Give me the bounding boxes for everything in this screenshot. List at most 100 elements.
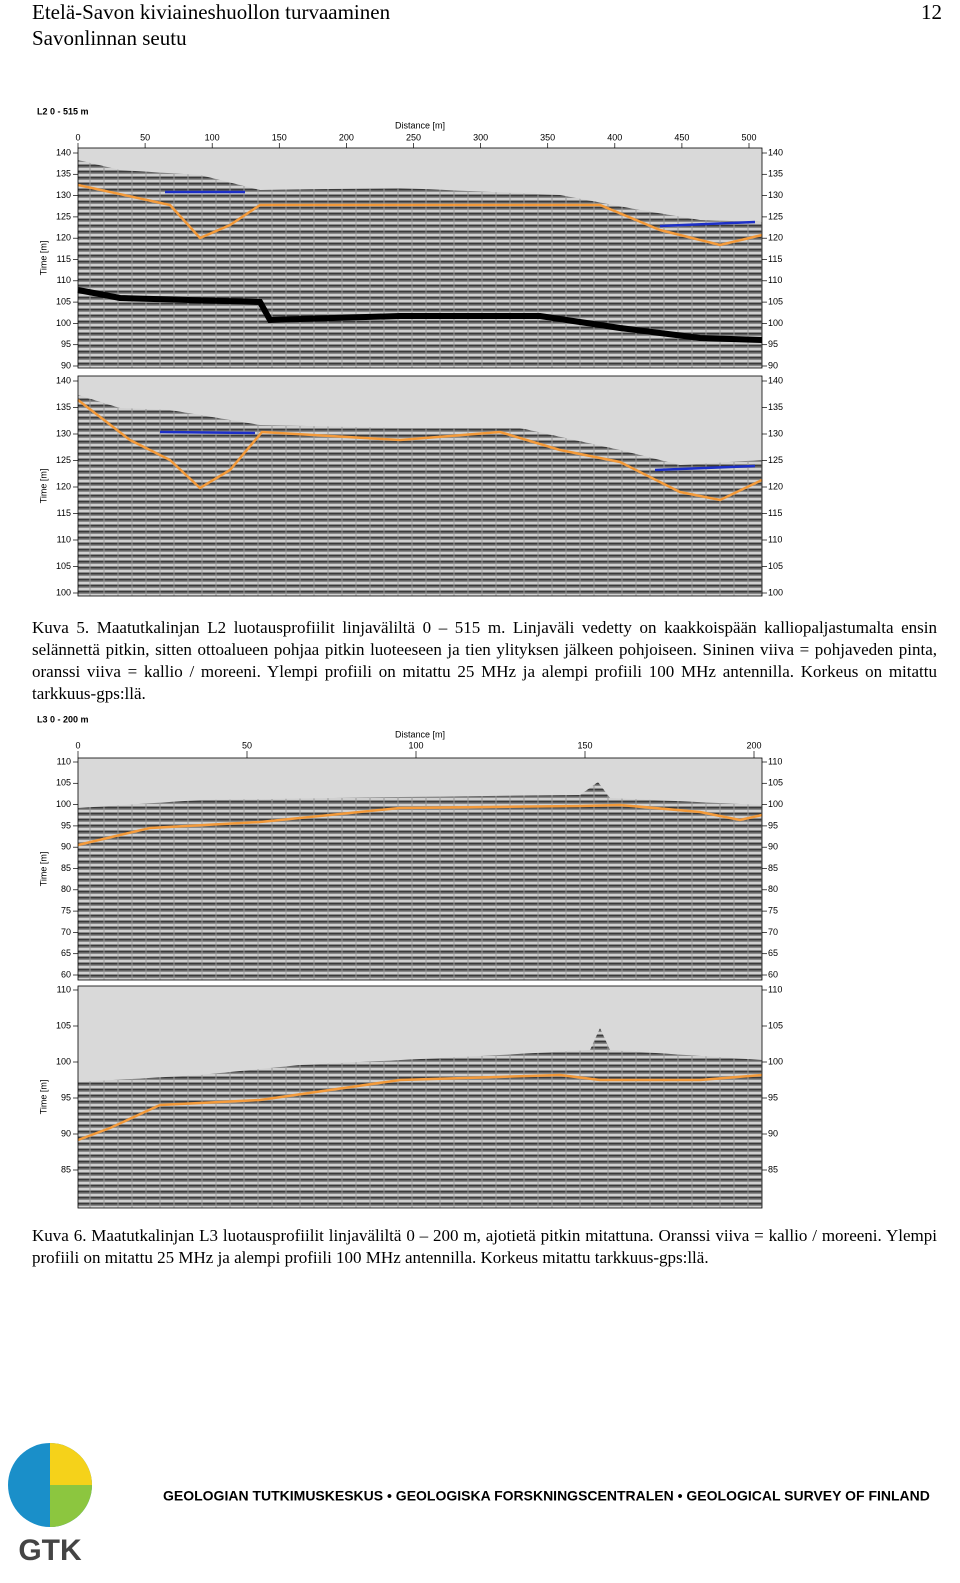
y-tick-label: 105 <box>768 561 783 571</box>
y-tick-label: 115 <box>768 508 782 518</box>
y-tick-label: 95 <box>61 339 71 349</box>
y-tick-label: 100 <box>768 1056 783 1066</box>
air <box>78 376 762 465</box>
logo-quarter <box>50 1443 92 1485</box>
y-tick-label: 110 <box>57 984 71 994</box>
y-tick-label: 110 <box>768 756 782 766</box>
y-tick-label: 105 <box>56 561 71 571</box>
logo-quarter <box>50 1485 92 1527</box>
y-tick-label: 60 <box>768 969 778 979</box>
y-tick-label: 120 <box>56 233 71 243</box>
x-tick-label: 100 <box>408 740 423 750</box>
bedrock-line <box>77 803 763 847</box>
panel-frame <box>77 375 763 597</box>
panel-frame <box>77 147 763 369</box>
y-tick-label: 65 <box>768 948 778 958</box>
bedrock-line <box>77 183 763 247</box>
profile-label: L3 0 - 200 m <box>37 714 89 724</box>
bedrock-line <box>77 1073 763 1142</box>
y-tick-label: 105 <box>768 1020 783 1030</box>
x-tick-label: 400 <box>607 132 622 142</box>
air <box>78 758 762 808</box>
y-tick-label: 95 <box>768 820 778 830</box>
y-tick-label: 105 <box>768 296 783 306</box>
footer-org: GEOLOGIAN TUTKIMUSKESKUS • GEOLOGISKA FO… <box>163 1488 930 1504</box>
y-tick-label: 100 <box>56 587 71 597</box>
y-tick-label: 90 <box>768 842 778 852</box>
y-tick-label: 130 <box>768 190 783 200</box>
y-tick-label: 135 <box>768 169 783 179</box>
y-tick-label: 140 <box>56 375 71 385</box>
x-tick-label: 500 <box>741 132 756 142</box>
bedrock-line <box>77 399 763 502</box>
y-tick-label: 105 <box>56 1020 71 1030</box>
y-tick-label: 100 <box>56 799 71 809</box>
y-tick-label: 85 <box>768 1164 778 1174</box>
y-tick-label: 135 <box>56 402 71 412</box>
panel-frame <box>77 757 763 981</box>
header-subtitle: Savonlinnan seutu <box>32 26 187 50</box>
y-tick-label: 95 <box>768 339 778 349</box>
y-tick-label: 100 <box>768 318 783 328</box>
x-tick-label: 50 <box>242 740 252 750</box>
y-axis-label: Time [m] <box>38 852 48 887</box>
y-tick-label: 125 <box>768 211 783 221</box>
y-tick-label: 120 <box>768 481 783 491</box>
y-axis-label: Time [m] <box>38 241 48 276</box>
y-tick-label: 75 <box>768 905 778 915</box>
x-tick-label: 50 <box>140 132 150 142</box>
y-tick-label: 105 <box>768 778 783 788</box>
y-axis-label: Time [m] <box>38 1080 48 1115</box>
y-tick-label: 90 <box>768 1128 778 1138</box>
x-tick-label: 300 <box>473 132 488 142</box>
y-tick-label: 110 <box>768 984 782 994</box>
y-tick-label: 100 <box>56 318 71 328</box>
x-tick-label: 150 <box>577 740 592 750</box>
air <box>78 986 762 1082</box>
reflector <box>77 287 763 343</box>
y-tick-label: 95 <box>61 1092 71 1102</box>
y-tick-label: 140 <box>56 147 71 157</box>
y-tick-label: 100 <box>56 1056 71 1066</box>
y-tick-label: 100 <box>768 587 783 597</box>
y-tick-label: 120 <box>56 481 71 491</box>
y-tick-label: 135 <box>56 169 71 179</box>
x-tick-label: 0 <box>75 132 80 142</box>
y-tick-label: 110 <box>57 756 71 766</box>
y-tick-label: 85 <box>61 1164 71 1174</box>
x-tick-label: 250 <box>406 132 421 142</box>
y-tick-label: 95 <box>768 1092 778 1102</box>
logo-text: GTK <box>18 1534 82 1567</box>
x-tick-label: 0 <box>75 740 80 750</box>
y-tick-label: 130 <box>56 190 71 200</box>
y-tick-label: 65 <box>61 948 71 958</box>
x-tick-label: 150 <box>272 132 287 142</box>
y-axis-label: Time [m] <box>38 469 48 504</box>
air <box>78 148 762 222</box>
y-tick-label: 125 <box>56 455 71 465</box>
y-tick-label: 100 <box>768 799 783 809</box>
page-number: 12 <box>921 0 942 24</box>
y-tick-label: 110 <box>768 534 782 544</box>
y-tick-label: 135 <box>768 402 783 412</box>
y-tick-label: 70 <box>768 927 778 937</box>
y-tick-label: 115 <box>768 254 782 264</box>
y-tick-label: 90 <box>61 360 71 370</box>
y-tick-label: 60 <box>61 969 71 979</box>
y-tick-label: 140 <box>768 147 783 157</box>
y-tick-label: 90 <box>61 1128 71 1138</box>
y-tick-label: 80 <box>61 884 71 894</box>
x-tick-label: 450 <box>674 132 689 142</box>
y-tick-label: 130 <box>768 428 783 438</box>
y-tick-label: 130 <box>56 428 71 438</box>
profile-label: L2 0 - 515 m <box>37 106 89 116</box>
x-axis-label: Distance [m] <box>395 729 445 739</box>
caption: Kuva 6. Maatutkalinjan L3 luotausprofiil… <box>32 1226 937 1267</box>
y-tick-label: 90 <box>61 842 71 852</box>
y-tick-label: 120 <box>768 233 783 243</box>
y-tick-label: 125 <box>768 455 783 465</box>
y-tick-label: 110 <box>57 275 71 285</box>
x-tick-label: 200 <box>746 740 761 750</box>
